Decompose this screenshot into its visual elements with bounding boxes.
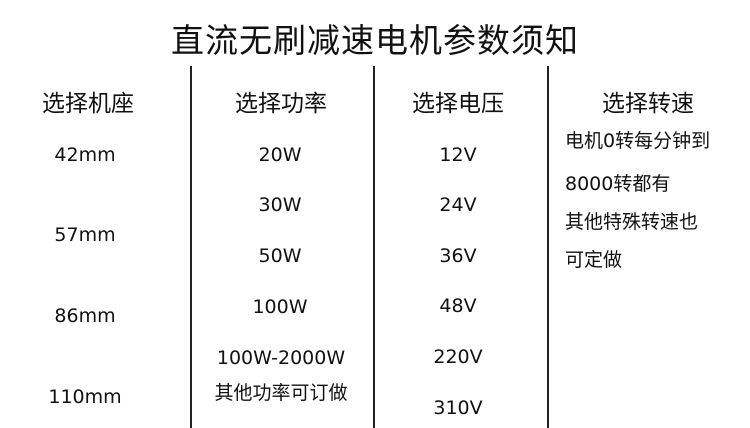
base-value: 57mm [54, 224, 116, 246]
voltage-value: 220V [433, 346, 483, 368]
page-title: 直流无刷减速电机参数须知 [171, 21, 579, 60]
power-value: 50W [258, 245, 302, 267]
power-value: 100W [252, 296, 308, 318]
column-divider [190, 66, 192, 428]
power-value: 100W-2000W [216, 347, 346, 369]
power-value: 其他功率可订做 [214, 382, 348, 404]
header-base: 选择机座 [42, 91, 134, 117]
power-value: 20W [258, 144, 302, 166]
header-speed: 选择转速 [602, 91, 694, 117]
voltage-value: 12V [439, 144, 477, 166]
base-value: 86mm [54, 305, 116, 327]
header-power: 选择功率 [235, 91, 327, 117]
header-voltage: 选择电压 [412, 91, 504, 117]
voltage-value: 48V [439, 295, 477, 317]
power-value: 30W [258, 194, 302, 216]
column-divider [373, 66, 375, 428]
speed-note: 其他特殊转速也 [565, 211, 699, 233]
voltage-value: 310V [433, 397, 483, 419]
speed-note: 电机0转每分钟到 [565, 130, 711, 152]
speed-note: 8000转都有 [565, 173, 671, 195]
base-value: 42mm [54, 144, 116, 166]
column-divider [547, 66, 549, 428]
base-value: 110mm [48, 386, 122, 408]
voltage-value: 24V [439, 194, 477, 216]
speed-note: 可定做 [565, 249, 623, 271]
voltage-value: 36V [439, 245, 477, 267]
